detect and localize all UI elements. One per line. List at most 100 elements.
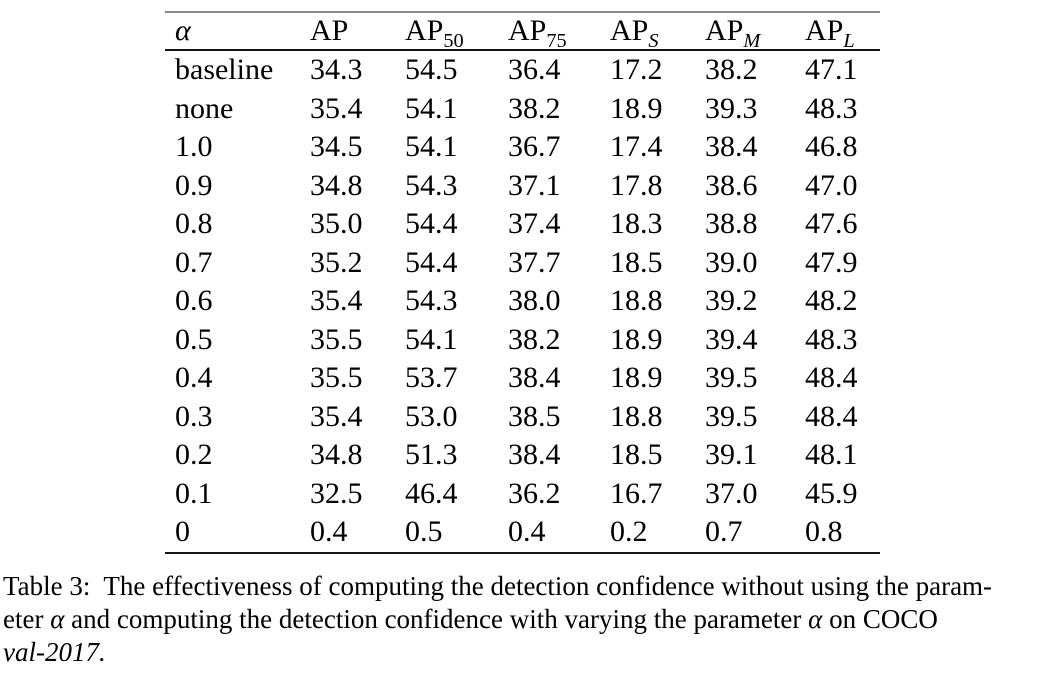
- table-cell: 54.5: [405, 53, 458, 86]
- table-cell: 36.4: [508, 53, 561, 86]
- table-row: 0 0.4 0.5 0.4 0.2 0.7 0.8: [165, 513, 880, 553]
- caption-text: and computing the detection confidence w…: [64, 604, 809, 634]
- table-cell: 35.5: [310, 322, 363, 356]
- table-row: 0.9 34.8 54.3 37.1 17.8 38.6 47.0: [165, 167, 880, 206]
- table-row: none 35.4 54.1 38.2 18.9 39.3 48.3: [165, 90, 880, 129]
- table-cell: 35.4: [310, 91, 363, 125]
- caption-italic-text: α: [50, 604, 65, 634]
- table-cell: 39.3: [705, 91, 758, 125]
- table-row: 0.2 34.8 51.3 38.4 18.5 39.1 48.1: [165, 436, 880, 475]
- table-cell: 17.8: [610, 168, 663, 202]
- table-cell: 48.4: [805, 361, 858, 394]
- table-cell: 48.3: [805, 322, 858, 356]
- table-row: 0.4 35.5 53.7 38.4 18.9 39.5 48.4: [165, 359, 880, 398]
- table-cell: 39.5: [705, 361, 758, 394]
- row-label: 1.0: [175, 130, 213, 163]
- column-header: APM: [705, 12, 805, 51]
- table-body: baseline 34.3 54.5 36.4 17.2 38.2 47.1 none 35.4…: [165, 50, 880, 553]
- table-cell: 0.7: [705, 515, 743, 548]
- table-cell: 35.0: [310, 207, 363, 240]
- table-cell: 39.0: [705, 245, 758, 279]
- table-cell: 34.8: [310, 438, 363, 471]
- table-cell: 18.9: [610, 361, 663, 394]
- table-cell: 48.2: [805, 284, 858, 317]
- table-cell: 37.7: [508, 245, 561, 279]
- table-cell: 0.8: [805, 515, 843, 548]
- table-cell: 18.8: [610, 284, 663, 317]
- row-label: 0.7: [175, 245, 213, 279]
- table-cell: 53.0: [405, 399, 458, 433]
- table-cell: 0.5: [405, 515, 443, 548]
- table-cell: 35.4: [310, 284, 363, 317]
- table-cell: 54.1: [405, 91, 458, 125]
- results-table: α AP AP50 AP75 APS APM APL baseline 34.3 54.5 36.…: [165, 11, 880, 554]
- table-cell: 36.2: [508, 476, 561, 510]
- column-header: AP50: [405, 12, 508, 51]
- table-cell: 38.4: [705, 130, 758, 163]
- table-cell: 16.7: [610, 476, 663, 510]
- table-cell: 38.4: [508, 361, 561, 394]
- table-cell: 38.2: [705, 53, 758, 86]
- table-row: 0.6 35.4 54.3 38.0 18.8 39.2 48.2: [165, 282, 880, 321]
- row-label: baseline: [175, 53, 274, 86]
- table-cell: 35.5: [310, 361, 363, 394]
- table-cell: 51.3: [405, 438, 458, 471]
- results-table-container: α AP AP50 AP75 APS APM APL baseline 34.3 54.5 36.…: [165, 11, 880, 554]
- table-row: 0.7 35.2 54.4 37.7 18.5 39.0 47.9: [165, 244, 880, 283]
- table-cell: 37.4: [508, 207, 561, 240]
- table-cell: 38.0: [508, 284, 561, 317]
- table-cell: 38.4: [508, 438, 561, 471]
- table-cell: 32.5: [310, 476, 363, 510]
- caption-text: eter: [3, 604, 51, 634]
- table-head: α AP AP50 AP75 APS APM APL: [165, 12, 880, 51]
- table-cell: 54.3: [405, 168, 458, 202]
- caption-line: val-2017.: [3, 636, 1042, 669]
- table-cell: 38.8: [705, 207, 758, 240]
- table-cell: 39.2: [705, 284, 758, 317]
- table-cell: 39.4: [705, 322, 758, 356]
- table-cell: 17.2: [610, 53, 663, 86]
- table-cell: 35.4: [310, 399, 363, 433]
- table-cell: 48.3: [805, 91, 858, 125]
- caption-line: eter α and computing the detection confi…: [3, 603, 1042, 636]
- table-cell: 47.6: [805, 207, 858, 240]
- table-cell: 37.0: [705, 476, 758, 510]
- table-cell: 54.4: [405, 207, 458, 240]
- column-header: AP75: [508, 12, 610, 51]
- table-cell: 38.2: [508, 91, 561, 125]
- table-row: 0.5 35.5 54.1 38.2 18.9 39.4 48.3: [165, 321, 880, 360]
- table-cell: 18.5: [610, 438, 663, 471]
- row-label: 0.9: [175, 168, 213, 202]
- column-header: α: [165, 12, 310, 51]
- table-row: 0.8 35.0 54.4 37.4 18.3 38.8 47.6: [165, 205, 880, 244]
- caption-italic-text: α: [808, 604, 823, 634]
- table-cell: 17.4: [610, 130, 663, 163]
- table-cell: 39.1: [705, 438, 758, 471]
- table-cell: 54.4: [405, 245, 458, 279]
- table-cell: 54.3: [405, 284, 458, 317]
- row-label: 0.6: [175, 284, 213, 317]
- table-cell: 18.5: [610, 245, 663, 279]
- table-row: 0.3 35.4 53.0 38.5 18.8 39.5 48.4: [165, 398, 880, 437]
- table-cell: 18.9: [610, 322, 663, 356]
- table-cell: 54.1: [405, 322, 458, 356]
- table-cell: 48.1: [805, 438, 858, 471]
- row-label: 0.3: [175, 399, 213, 433]
- row-label: 0.1: [175, 476, 213, 510]
- table-cell: 36.7: [508, 130, 561, 163]
- column-header: APL: [805, 12, 880, 51]
- row-label: none: [175, 91, 234, 125]
- table-cell: 38.2: [508, 322, 561, 356]
- table-cell: 38.5: [508, 399, 561, 433]
- table-cell: 48.4: [805, 399, 858, 433]
- table-cell: 34.5: [310, 130, 363, 163]
- table-cell: 39.5: [705, 399, 758, 433]
- row-label: 0.8: [175, 207, 213, 240]
- table-cell: 46.4: [405, 476, 458, 510]
- caption-text: Table 3: The effectiveness of computing …: [3, 571, 993, 601]
- table-cell: 45.9: [805, 476, 858, 510]
- table-cell: 0.4: [310, 515, 348, 548]
- header-row: α AP AP50 AP75 APS APM APL: [165, 12, 880, 51]
- table-cell: 0.4: [508, 515, 546, 548]
- table-cell: 53.7: [405, 361, 458, 394]
